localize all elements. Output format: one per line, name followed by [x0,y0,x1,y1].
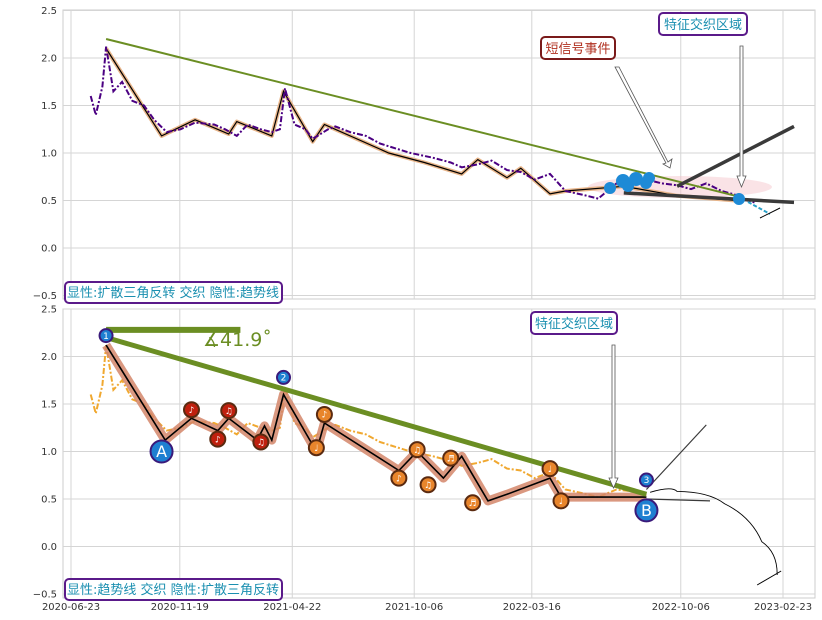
marker-circle [220,402,238,420]
marker-circle [419,476,437,494]
top-trendline [105,38,736,197]
bottom-zigzag-line [105,344,647,502]
marker-label: ♫ [413,446,421,456]
marker-circle [307,439,325,457]
top-zigzag-line [105,48,736,202]
top-exit-marker [747,201,781,219]
top-interweave-label-box: 特征交织区域 [658,12,748,36]
marker-label: ♪ [396,474,402,484]
x-tick-label: 2021-04-22 [263,602,321,613]
bottom-plot-area [62,308,816,599]
x-tick-label: 2020-06-23 [42,602,100,613]
top-signal-dots [604,172,745,205]
marker-circle [464,494,482,512]
signal-dot [604,182,616,194]
marker-circle [408,441,426,459]
top-pattern-label: 显性:扩散三角反转 交织 隐性:趋势线 [67,285,279,301]
bottom-projection-end [756,570,782,586]
marker-circle [634,498,659,523]
y-tick-label: −0.5 [33,590,57,601]
bottom-triangle-lower [646,498,711,502]
marker-label: ♪ [189,406,195,416]
marker-circle [252,433,270,451]
x-tick-label: 2023-02-23 [754,602,812,613]
marker-label: ♬ [447,454,455,464]
marker-label: ♬ [469,499,477,509]
top-panel: −0.5 0.0 0.5 1.0 1.5 2.0 2.5 特征交织区域 [33,6,816,304]
signal-event-arrow [614,66,673,169]
marker-circle [276,369,292,385]
interweave-region-arrow [736,45,747,189]
marker-circle [209,430,227,448]
x-tick-label: 2021-10-06 [385,602,443,613]
marker-circle [98,328,114,344]
y-tick-label: 2.0 [41,54,57,65]
x-tick-labels: 2020-06-23 2020-11-19 2021-04-22 2021-10-06… [42,602,812,613]
y-tick-label: 0.0 [41,542,57,553]
marker-label: ♪ [322,411,328,421]
bottom-pattern-label: 显性:趋势线 交织 隐性:扩散三角反转 [67,582,279,598]
y-tick-label: 1.0 [41,447,57,458]
x-tick-label: 2022-10-06 [652,602,710,613]
y-tick-label: 1.5 [41,101,57,112]
signal-dot [733,193,745,205]
y-tick-label: −0.5 [33,291,57,302]
top-gridlines [63,10,815,299]
marker-label: ♫ [424,481,432,491]
marker-label: ♩ [559,497,563,507]
top-plot-area [62,9,816,300]
x-tick-label: 2020-11-19 [151,602,209,613]
marker-circle [541,460,559,478]
marker-circle [315,405,333,423]
marker-label: ♩ [314,444,318,454]
signal-dot [629,172,643,186]
marker-label: ♪ [215,435,221,445]
marker-label: ♩ [548,465,552,475]
marker-label: 2 [281,374,287,384]
marker-circle [638,472,654,488]
signal-dot [643,172,655,184]
top-pattern-label-box: 显性:扩散三角反转 交织 隐性:趋势线 [64,281,283,304]
y-tick-label: 0.5 [41,196,57,207]
y-tick-label: 0.0 [41,244,57,255]
marker-label: A [156,442,167,461]
marker-label: ♫ [225,407,233,417]
bottom-panel: −0.5 0.0 0.5 1.0 1.5 2.0 2.5 2020-06-23 2020-11… [33,305,816,613]
bottom-interweave-arrow [608,344,619,489]
bottom-triangle-upper [645,424,707,490]
bottom-marker-group: 1 2 3 A B ♪ ♪ ♫ ♫ ♩ ♪ ♪ ♫ ♫ ♬ ♬ ♩ ♩ [98,328,659,523]
bottom-pattern-label-box: 显性:趋势线 交织 隐性:扩散三角反转 [64,578,283,601]
top-triangle-lower [623,191,795,205]
bottom-y-tick-labels: −0.5 0.0 0.5 1.0 1.5 2.0 2.5 [33,305,57,601]
top-series-group [89,38,795,205]
marker-circle [149,439,174,464]
y-tick-label: 1.0 [41,149,57,160]
trend-angle-label: ∡41.9˚ [203,329,272,351]
top-triangle-upper [676,124,795,188]
x-tick-label: 2022-03-16 [503,602,561,613]
marker-circle [182,401,200,419]
marker-circle [552,492,570,510]
marker-label: 3 [644,476,650,486]
y-tick-label: 0.5 [41,495,57,506]
marker-circle [442,449,460,467]
marker-label: ♫ [257,438,265,448]
y-tick-label: 2.5 [41,6,57,17]
marker-label: 1 [103,332,109,342]
y-tick-label: 2.5 [41,305,57,316]
signal-event-label: 短信号事件 [545,42,610,57]
bottom-projection-arc [649,488,778,576]
y-tick-label: 1.5 [41,400,57,411]
bottom-price-line [89,344,647,499]
bottom-interweave-label-box: 特征交织区域 [530,311,618,335]
marker-label: B [641,501,652,520]
top-interweave-label: 特征交织区域 [664,17,742,33]
top-price-line [89,46,755,204]
y-tick-label: 2.0 [41,352,57,363]
bottom-interweave-label: 特征交织区域 [535,316,613,332]
top-y-tick-labels: −0.5 0.0 0.5 1.0 1.5 2.0 2.5 [33,6,57,302]
marker-circle [390,469,408,487]
signal-event-label-box: 短信号事件 [540,36,616,60]
